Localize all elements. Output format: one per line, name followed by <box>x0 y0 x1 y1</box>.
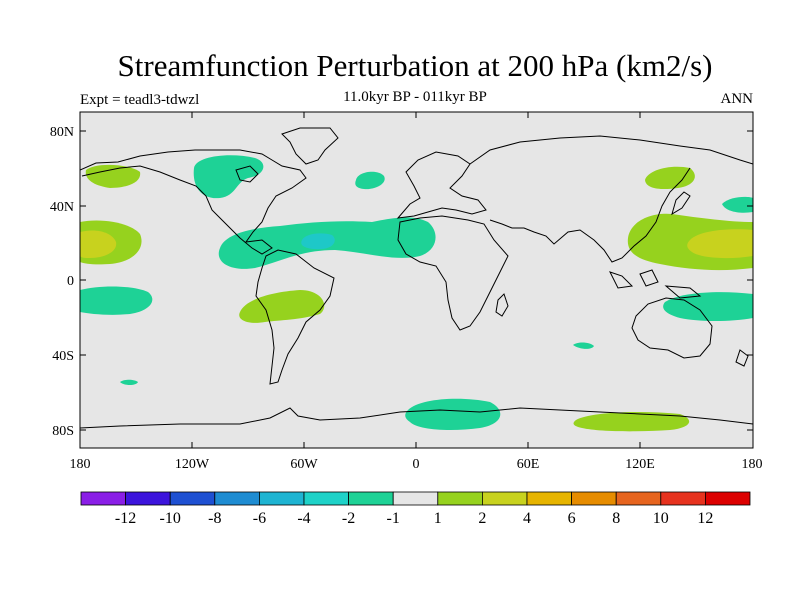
colorbar-label: -8 <box>208 510 221 527</box>
anomaly-canada <box>193 155 264 199</box>
colorbar-swatch <box>437 491 483 506</box>
colorbar-swatch <box>526 491 572 506</box>
anomaly-south-pacific-small <box>120 379 138 385</box>
coast-south-america <box>255 249 335 385</box>
coast-europe <box>396 151 487 219</box>
colorbar-label: -10 <box>160 510 181 527</box>
colorbar-label: 8 <box>612 510 620 527</box>
colorbar-swatch <box>392 491 439 506</box>
anomaly-west-pacific-core <box>687 229 753 259</box>
colorbar: -12 -10 -8 -6 -4 -2 -1 1 2 4 6 8 10 12 <box>80 491 751 527</box>
colorbar-label: -1 <box>387 510 400 527</box>
colorbar-swatch <box>705 491 751 506</box>
colorbar-label: 1 <box>434 510 442 527</box>
colorbar-swatch <box>303 491 349 506</box>
anomaly-east-asia <box>645 166 695 190</box>
anomaly-central-pacific-north-core <box>80 230 117 258</box>
colorbar-label: -4 <box>297 510 310 527</box>
coast-africa <box>397 215 509 331</box>
colorbar-swatch <box>125 491 171 506</box>
axis-ticks <box>80 112 753 448</box>
anomaly-north-pacific-east <box>85 164 141 188</box>
lat-label: 40N <box>50 200 74 215</box>
anomaly-dateline-south-east <box>722 196 753 213</box>
coast-greenland <box>281 127 339 165</box>
coast-north-america <box>80 149 307 255</box>
lat-label: 40S <box>52 349 74 364</box>
colorbar-swatch <box>80 491 126 506</box>
colorbar-label: 2 <box>478 510 486 527</box>
colorbar-swatch <box>615 491 662 506</box>
coast-madagascar <box>495 293 509 317</box>
lon-label: 180 <box>70 457 91 472</box>
colorbar-swatch <box>348 491 394 506</box>
map-title: Streamfunction Perturbation at 200 hPa (… <box>117 48 713 83</box>
coast-maritime-continent <box>609 269 702 299</box>
lon-label: 120E <box>625 457 655 472</box>
colorbar-label: 6 <box>568 510 576 527</box>
lat-label: 0 <box>67 274 74 289</box>
experiment-label: Expt = teadl3-tdwzl <box>80 92 200 108</box>
coast-antarctica <box>80 407 753 429</box>
season-label: ANN <box>720 91 754 107</box>
colorbar-label: -6 <box>253 510 266 527</box>
colorbar-swatch <box>481 491 528 506</box>
anomaly-caribbean-core <box>301 233 335 250</box>
anomaly-south-america <box>239 290 325 323</box>
anomaly-central-pacific-south <box>80 286 153 315</box>
colorbar-label: -2 <box>342 510 355 527</box>
anomaly-southern-ocean-east <box>573 412 690 432</box>
colorbar-swatch <box>214 491 260 506</box>
anomaly-south-atlantic-small <box>573 342 594 349</box>
lon-label: 60E <box>517 457 540 472</box>
colorbar-label: -12 <box>115 510 136 527</box>
coast-hudson-bay <box>235 165 259 183</box>
colorbar-label: 4 <box>523 510 531 527</box>
anomaly-north-atlantic-small <box>355 171 385 190</box>
lon-label: 180 <box>742 457 763 472</box>
anomaly-southern-indian-ocean <box>405 398 501 430</box>
coast-asia <box>469 135 753 263</box>
colorbar-label: 10 <box>653 510 669 527</box>
lon-label: 120W <box>175 457 210 472</box>
coast-new-zealand <box>735 349 749 367</box>
colorbar-swatch <box>660 491 706 506</box>
lat-label: 80S <box>52 424 74 439</box>
coastlines <box>80 127 753 429</box>
colorbar-swatch <box>571 491 617 506</box>
lon-label: 60W <box>290 457 318 472</box>
colorbar-swatch <box>258 491 305 506</box>
coast-australia <box>631 297 713 359</box>
map-background <box>80 112 753 448</box>
lon-label: 0 <box>413 457 420 472</box>
colorbar-label: 12 <box>697 510 713 527</box>
lat-label: 80N <box>50 125 74 140</box>
contour-fills <box>80 155 753 432</box>
map-subtitle: 11.0kyr BP - 011kyr BP <box>343 89 487 105</box>
anomaly-maritime-south <box>663 292 753 321</box>
colorbar-swatch <box>169 491 216 506</box>
coast-japan <box>671 191 691 216</box>
